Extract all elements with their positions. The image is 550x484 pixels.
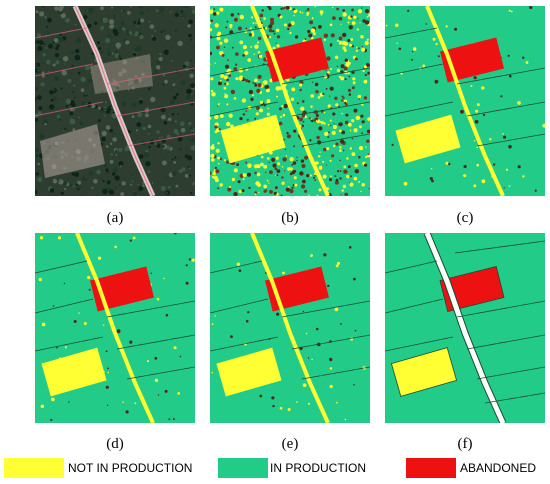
panel-a bbox=[35, 6, 195, 196]
legend-swatch-in-production bbox=[218, 458, 268, 478]
panel-label-b: (b) bbox=[281, 210, 299, 226]
legend-label-in-production: IN PRODUCTION bbox=[270, 461, 366, 475]
legend-swatch-abandoned bbox=[406, 458, 456, 478]
panel-label-c: (c) bbox=[456, 210, 474, 226]
classification-image-e bbox=[210, 233, 370, 423]
legend-swatch-not-in-production bbox=[4, 458, 64, 478]
panel-label-e: (e) bbox=[281, 436, 299, 452]
noisy-classification-image bbox=[210, 6, 370, 196]
reference-map-image bbox=[385, 233, 545, 423]
classification-image-c bbox=[385, 6, 545, 196]
aerial-image bbox=[35, 6, 195, 196]
panel-c bbox=[385, 6, 545, 196]
panel-label-d: (d) bbox=[106, 436, 124, 452]
panel-label-a: (a) bbox=[106, 210, 124, 226]
legend-label-abandoned: ABANDONED bbox=[460, 461, 537, 475]
legend-label-not-in-production: NOT IN PRODUCTION bbox=[68, 461, 193, 475]
panel-label-f: (f) bbox=[457, 436, 473, 452]
panel-d bbox=[35, 233, 195, 423]
classification-image-d bbox=[35, 233, 195, 423]
panel-b bbox=[210, 6, 370, 196]
panel-e bbox=[210, 233, 370, 423]
panel-f bbox=[385, 233, 545, 423]
